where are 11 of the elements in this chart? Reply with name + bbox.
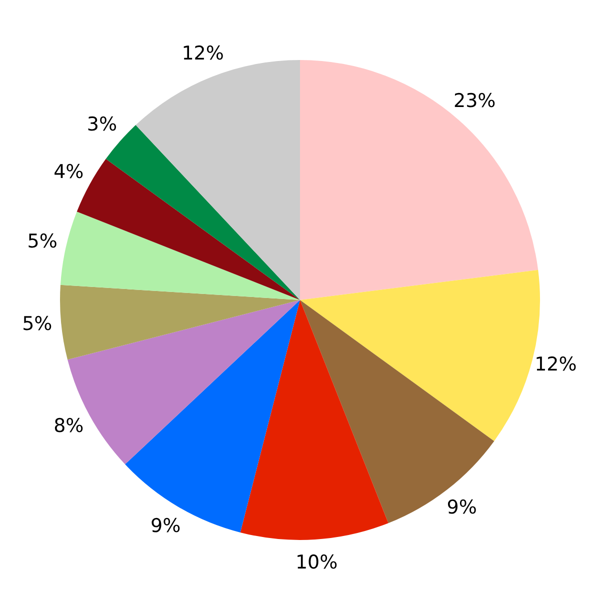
data-label: 8% [54, 415, 84, 438]
data-label: 12% [182, 42, 224, 64]
data-label: 5% [27, 230, 58, 252]
data-label: 10% [295, 551, 338, 574]
data-label: 4% [54, 160, 84, 183]
data-label: 9% [446, 496, 477, 519]
data-label: 9% [150, 515, 181, 538]
data-label: 3% [86, 113, 118, 136]
data-label: 12% [534, 354, 577, 376]
data-label: 23% [453, 90, 496, 112]
data-label: 5% [22, 312, 52, 335]
